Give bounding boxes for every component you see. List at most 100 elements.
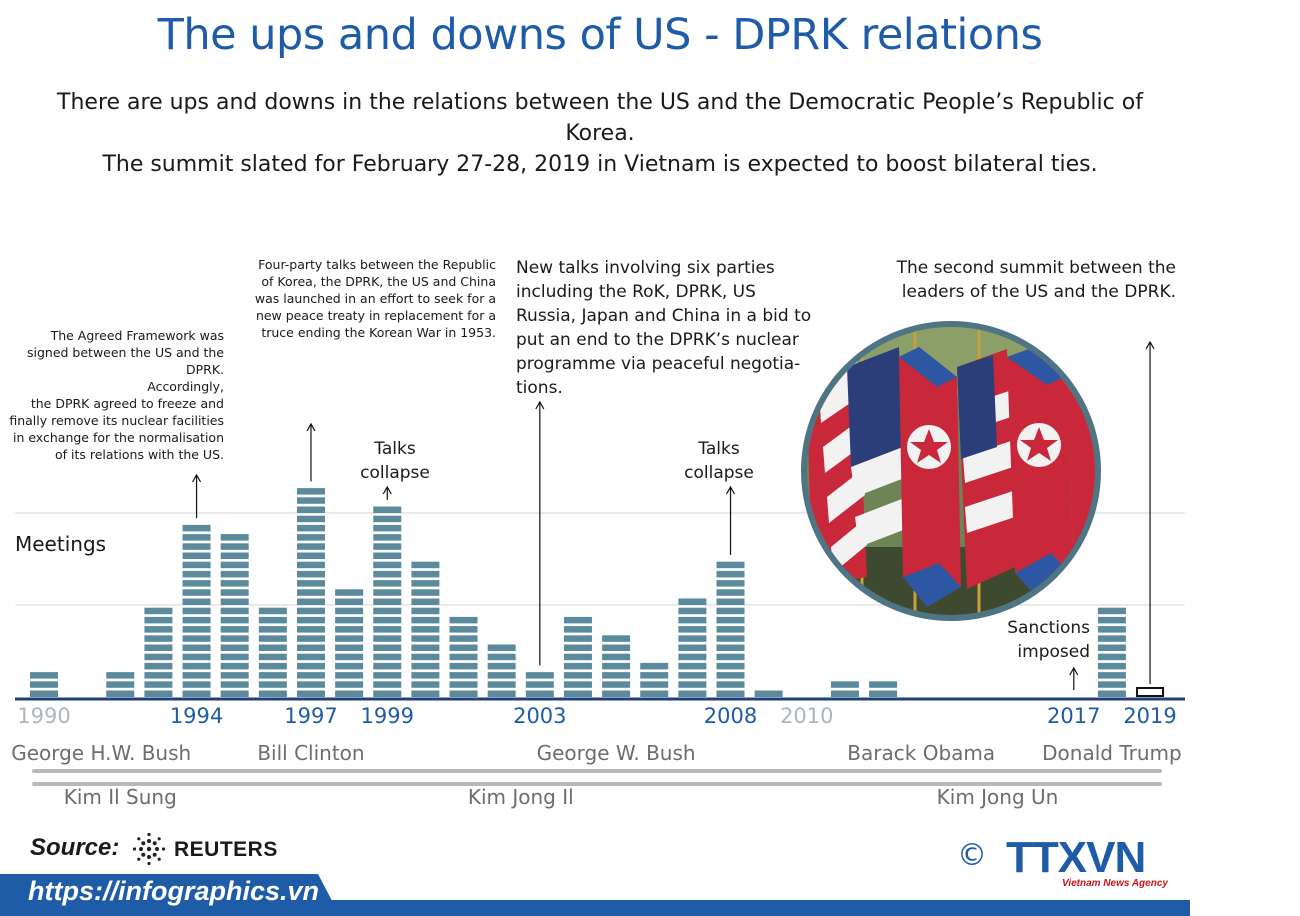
bar-segment (678, 653, 707, 661)
bar-segment (563, 626, 592, 633)
bar-segment (220, 607, 249, 615)
bar-segment (182, 589, 211, 596)
bar-2007 (678, 598, 707, 697)
bar-2003 (525, 672, 554, 697)
bar-segment (716, 681, 745, 688)
bar-segment (411, 580, 440, 587)
annotation-arrows (192, 340, 1155, 690)
reuters-wordmark: REUTERS (174, 838, 278, 861)
bar-segment (411, 662, 440, 670)
bar-segment (335, 644, 364, 651)
bar-segment (716, 635, 745, 642)
bar-segment (296, 635, 325, 642)
bar-2009 (754, 690, 783, 697)
bar-2006 (640, 662, 669, 697)
bar-segment (296, 598, 325, 605)
bar-segment (525, 672, 554, 679)
dprk-leader-term-line (32, 782, 209, 786)
tick-label-1990: 1990 (17, 704, 71, 728)
chart-bars (30, 488, 1165, 697)
bar-segment (602, 672, 631, 679)
bar-segment (830, 681, 859, 688)
bar-segment (258, 616, 287, 624)
bar-segment (678, 681, 707, 688)
bar-2001 (449, 616, 478, 697)
bar-segment (144, 616, 173, 624)
bar-segment (220, 662, 249, 670)
arrow-1997 (306, 422, 316, 482)
ttxvn-logo: TTXVN (1006, 833, 1146, 882)
bar-segment (640, 672, 669, 679)
tick-label-1997: 1997 (284, 704, 338, 728)
bar-segment (296, 506, 325, 513)
bar-segment (563, 672, 592, 679)
bar-1990 (30, 672, 58, 697)
bar-1999 (373, 506, 402, 697)
bar-segment (106, 672, 135, 679)
page-title: The ups and downs of US - DPRK relations (157, 10, 1043, 60)
bar-segment (296, 570, 325, 578)
tick-label-2019: 2019 (1123, 704, 1177, 728)
bar-segment (487, 690, 516, 697)
bar-segment (220, 616, 249, 624)
bar-segment (1136, 687, 1165, 697)
bar-2019 (1136, 687, 1165, 697)
bar-segment (678, 672, 707, 679)
bar-segment (449, 616, 478, 624)
copyright-icon: © (957, 838, 987, 873)
bar-segment (563, 690, 592, 697)
bar-segment (296, 488, 325, 495)
bar-segment (220, 561, 249, 569)
bar-segment (716, 570, 745, 578)
bar-segment (220, 681, 249, 688)
bar-segment (716, 626, 745, 633)
bar-segment (182, 607, 211, 615)
bar-segment (182, 598, 211, 605)
arrow-2003 (535, 400, 545, 666)
bar-segment (182, 653, 211, 661)
bar-segment (296, 616, 325, 624)
intro-text-2: The summit slated for February 27-28, 20… (102, 152, 1098, 177)
bar-2018 (1097, 607, 1126, 697)
bar-segment (335, 626, 364, 633)
bar-segment (335, 653, 364, 661)
us-president-name: Bill Clinton (257, 741, 365, 765)
bar-segment (373, 543, 402, 550)
bar-segment (1097, 672, 1126, 679)
reuters-logo-icon (132, 832, 166, 866)
bar-segment (220, 534, 249, 541)
bar-segment (373, 580, 402, 587)
bar-segment (716, 690, 745, 697)
site-url-link[interactable]: https://infographics.vn (28, 876, 320, 906)
us-president-name: Donald Trump (1042, 741, 1182, 765)
bar-segment (1097, 653, 1126, 661)
bar-segment (182, 534, 211, 541)
tick-label-2008: 2008 (703, 704, 758, 728)
bar-segment (449, 635, 478, 642)
flags-photo (801, 321, 1101, 621)
bar-segment (296, 589, 325, 596)
bar-segment (487, 653, 516, 661)
bar-segment (716, 644, 745, 651)
dprk-leader-term-line (832, 782, 1163, 786)
bar-2005 (602, 635, 631, 697)
bar-segment (640, 662, 669, 670)
bar-segment (258, 626, 287, 633)
bar-segment (602, 644, 631, 651)
bar-1993 (144, 607, 173, 697)
bar-1992 (106, 672, 135, 697)
bar-1994 (182, 524, 211, 697)
arrow-1994 (192, 473, 202, 519)
bar-segment (182, 561, 211, 569)
bar-segment (182, 543, 211, 550)
arrow-2008 (725, 485, 736, 555)
source-label: Source: (30, 834, 120, 861)
bar-segment (449, 626, 478, 633)
bar-segment (525, 681, 554, 688)
bar-segment (296, 580, 325, 587)
us-president-term-line (1061, 769, 1163, 773)
bar-segment (373, 561, 402, 569)
bar-segment (525, 690, 554, 697)
bar-segment (640, 690, 669, 697)
bar-segment (296, 524, 325, 532)
